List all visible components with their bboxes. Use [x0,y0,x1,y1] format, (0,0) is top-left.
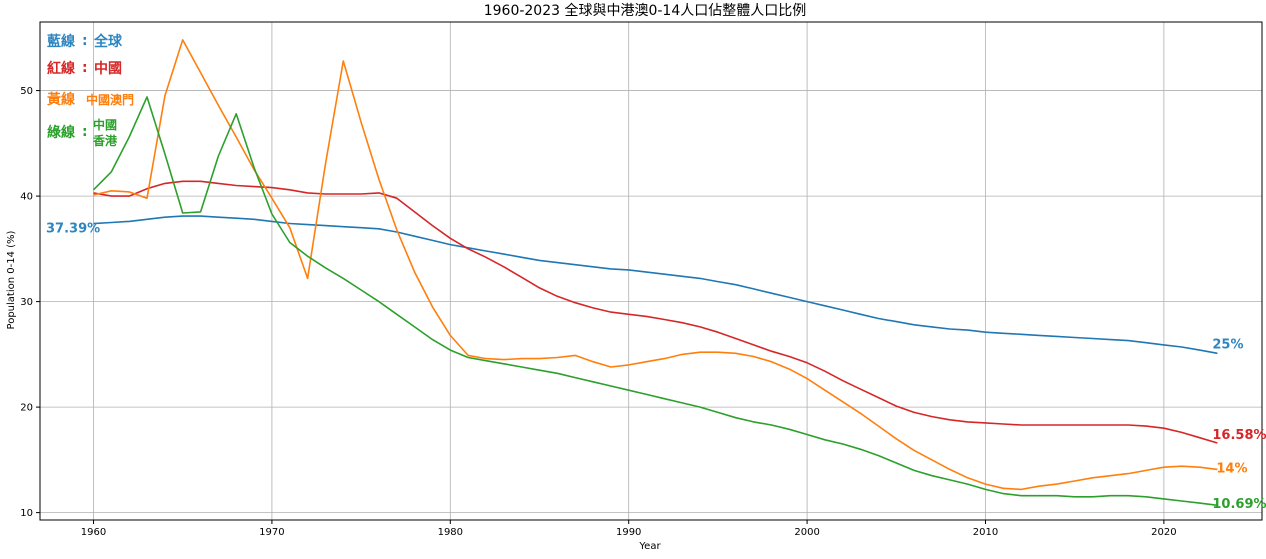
x-tick-label: 1990 [616,527,641,538]
legend-key: 黃線 [46,91,75,108]
legend-label: 中國澳門 [86,92,134,107]
y-tick-label: 30 [20,297,33,308]
legend-label: 中國 [93,117,117,132]
series-line-2 [93,39,1218,491]
axis-ticks: 1960 1970 1980 1990 2000 2010 2020 10 20 30 40 50 [20,86,1176,538]
legend-label-line2: 香港 [92,133,118,148]
x-tick-label: 1970 [259,527,284,538]
value-annotations: 37.39% 25% 16.58% 14% 10.69% [46,222,1266,513]
value-label: 25% [1212,337,1243,352]
legend-key: 紅線 [47,60,75,77]
plot-area [39,21,1263,521]
series-line-3 [92,96,1218,507]
value-label: 10.69% [1212,497,1266,512]
value-label: 14% [1216,461,1247,476]
legend-label: 中國 [94,60,122,77]
y-tick-label: 20 [20,403,33,414]
series-line-0 [93,215,1218,355]
series-line-1 [93,180,1218,444]
legend-key: 綠線 [47,124,75,141]
x-tick-label: 2020 [1151,527,1176,538]
y-axis-label: Population 0-14 (%) [6,230,17,329]
legend-separator: : [82,124,88,140]
y-tick-label: 50 [20,86,33,97]
value-label: 37.39% [46,222,100,237]
chart-title: 1960-2023 全球與中港澳0-14人口佔整體人口比例 [484,2,807,19]
x-tick-label: 1960 [81,527,106,538]
legend-label: 全球 [93,33,123,50]
legend-separator: : [82,33,88,49]
value-label: 16.58% [1212,428,1266,443]
grid-lines [40,22,1262,520]
x-tick-label: 1980 [438,527,463,538]
legend-key: 藍線 [47,33,75,50]
x-tick-label: 2000 [794,527,819,538]
y-tick-label: 40 [20,192,33,203]
x-axis-label: Year [638,541,661,552]
legend-separator: : [82,60,88,76]
y-tick-label: 10 [20,508,33,519]
series-lines [92,39,1218,507]
x-tick-label: 2010 [973,527,998,538]
